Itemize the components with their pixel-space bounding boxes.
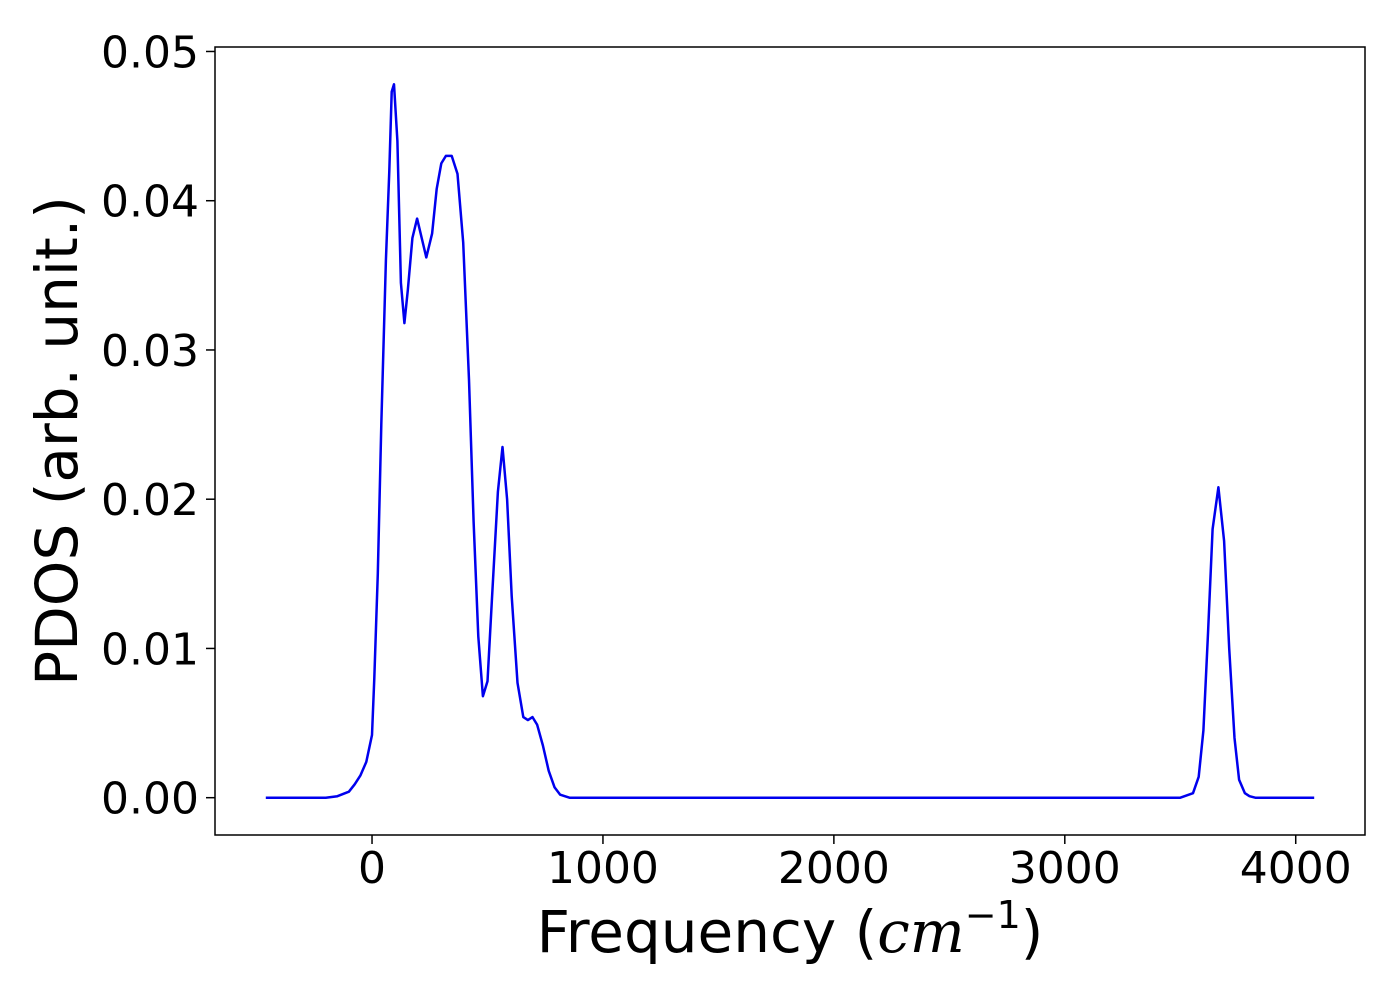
series-layer [265,83,1315,799]
y-tick-label: 0.05 [101,27,199,78]
x-tick-label: 0 [358,843,386,894]
y-tick-label: 0.03 [101,326,199,377]
plot-area [215,47,1365,835]
y-tick-label: 0.04 [101,177,199,228]
y-tick-label: 0.01 [101,624,199,675]
x-tick-label: 1000 [547,843,659,894]
x-axis-unit-exp: −1 [965,893,1021,937]
y-tick-label: 0.00 [101,774,199,825]
y-tick-label: 0.02 [101,475,199,526]
x-axis-unit-open: ( [836,898,877,966]
plot-frame [214,46,1366,836]
x-axis-unit-base: cm [877,898,964,966]
series-line [265,83,1315,799]
x-axis-unit-close: ) [1021,898,1044,966]
y-axis-ticks: 0.00 0.01 0.02 0.03 0.04 0.05 [101,27,215,825]
y-axis-label: PDOS (arb. unit.) [23,196,91,686]
x-tick-label: 2000 [778,843,890,894]
x-tick-label: 3000 [1009,843,1121,894]
x-axis-label-text: Frequency [537,898,837,966]
x-axis-ticks: 0 1000 2000 3000 4000 [358,835,1352,894]
x-axis-label: Frequency (cm−1) [537,893,1044,966]
x-tick-label: 4000 [1240,843,1352,894]
